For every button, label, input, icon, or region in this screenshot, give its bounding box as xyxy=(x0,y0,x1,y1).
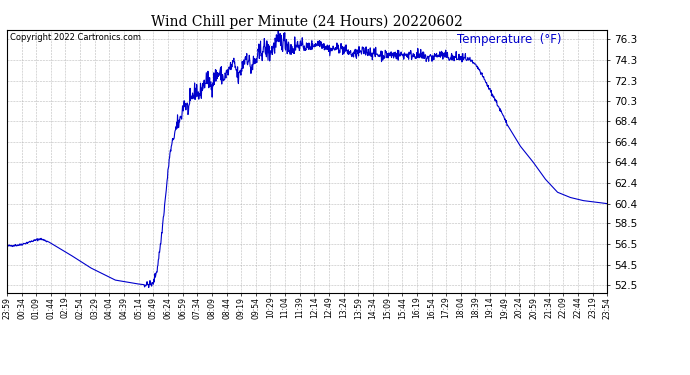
Text: Copyright 2022 Cartronics.com: Copyright 2022 Cartronics.com xyxy=(10,33,141,42)
Title: Wind Chill per Minute (24 Hours) 20220602: Wind Chill per Minute (24 Hours) 2022060… xyxy=(151,15,463,29)
Text: Temperature  (°F): Temperature (°F) xyxy=(457,33,562,46)
